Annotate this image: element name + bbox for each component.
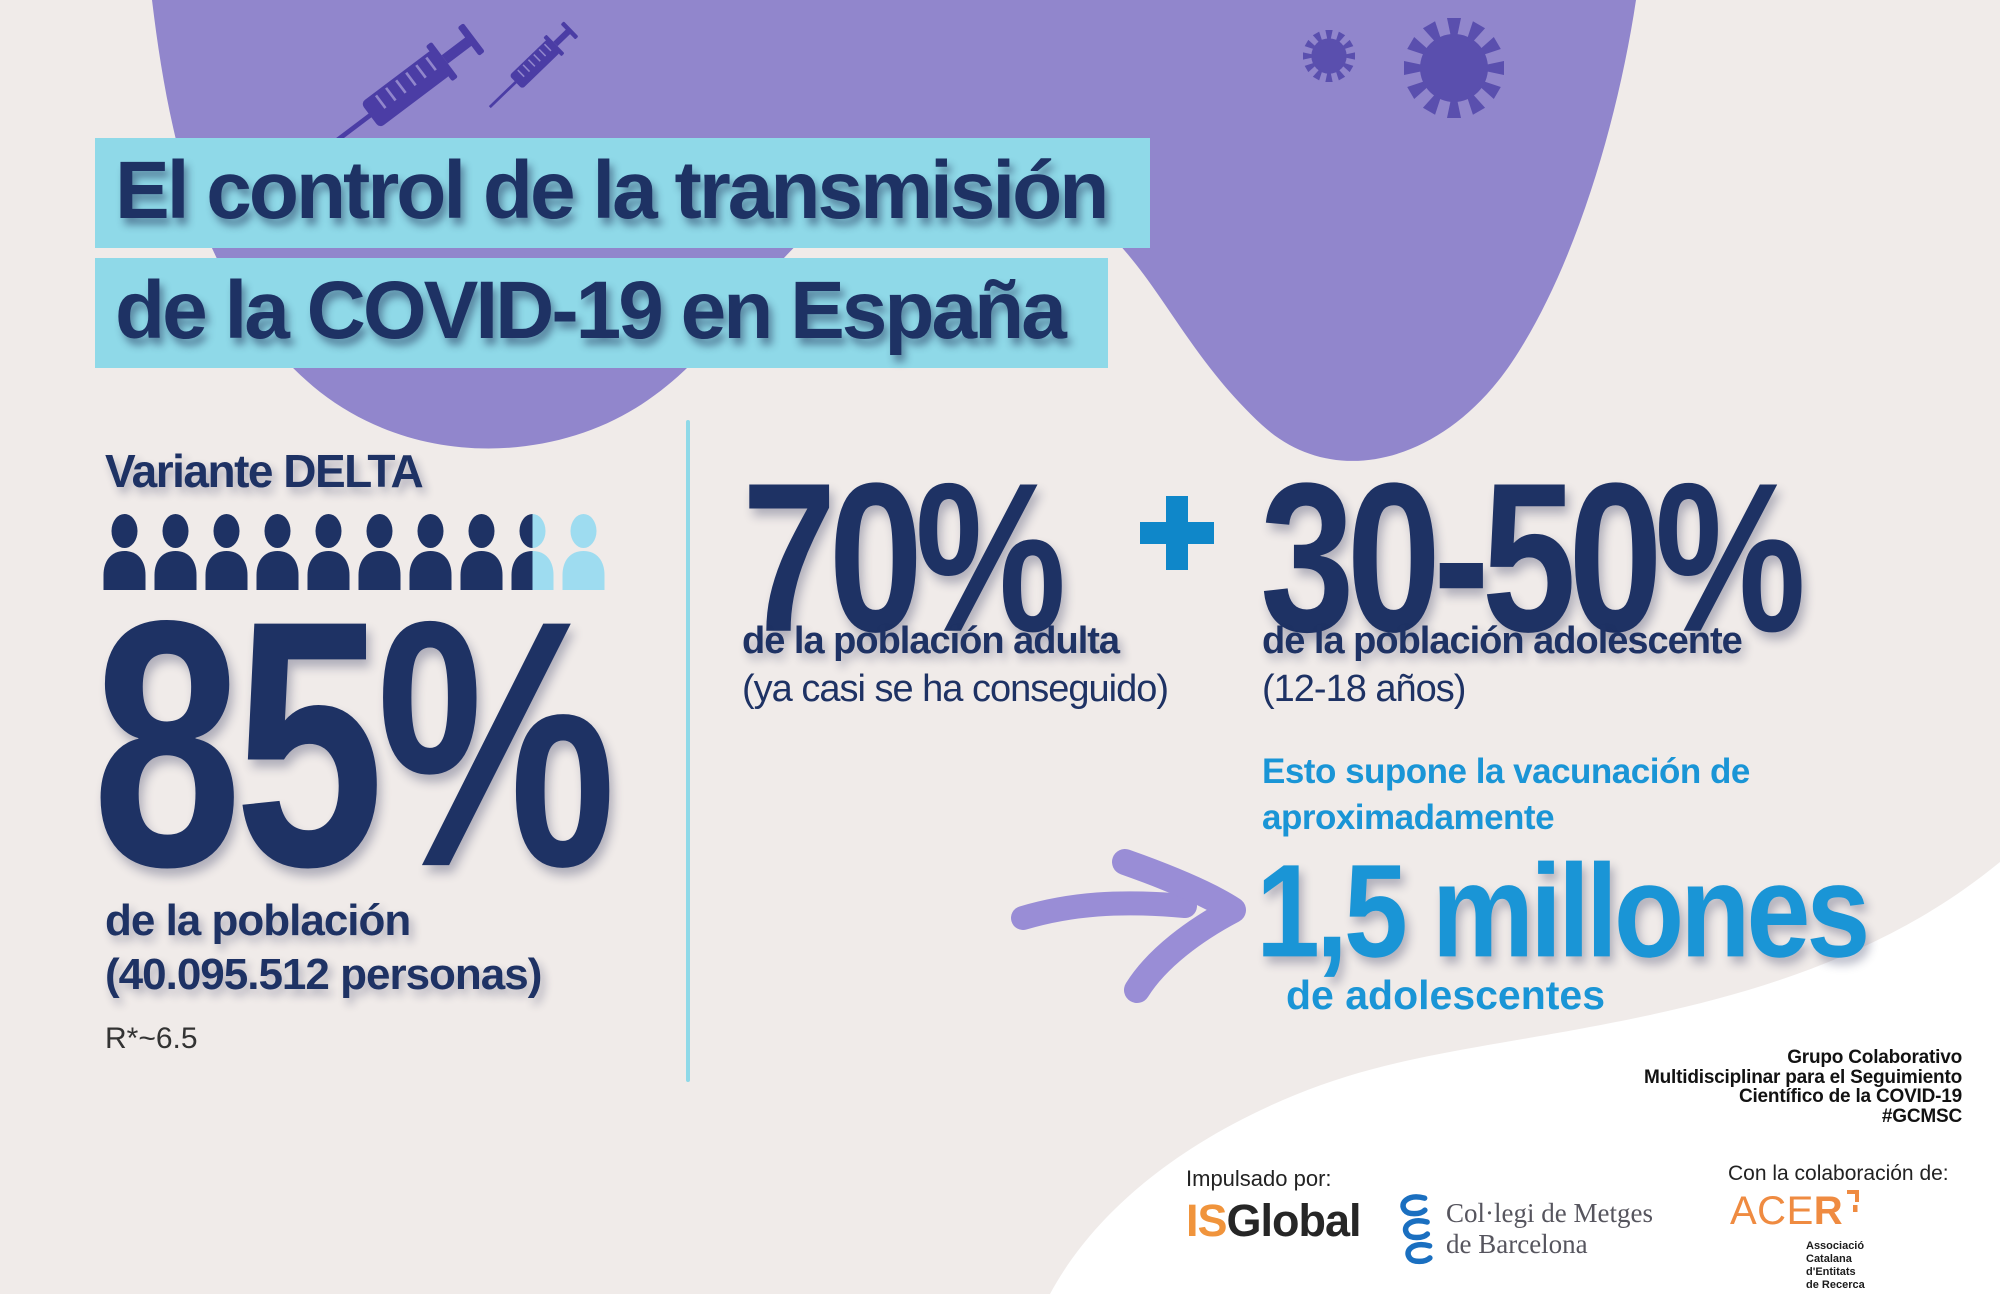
vaccination-note-line2: aproximadamente bbox=[1262, 798, 1555, 837]
acer-logo-mark bbox=[1847, 1190, 1860, 1212]
big-percent-30-50: 30-50% bbox=[1260, 439, 1806, 677]
gcmsc-line3: Científico de la COVID-19 bbox=[1738, 1086, 1962, 1107]
virus-icon-small bbox=[1303, 30, 1355, 82]
acer-logo: ACER bbox=[1730, 1188, 1861, 1231]
acer-sub-line4: de Recerca bbox=[1806, 1279, 1865, 1291]
colegi-logo-text: Col·legi de Metges de Barcelona bbox=[1446, 1198, 1653, 1260]
page-title-line2: de la COVID-19 en España bbox=[95, 258, 1108, 368]
impulsado-label: Impulsado por: bbox=[1186, 1166, 1332, 1191]
acer-logo-ace: ACE bbox=[1730, 1189, 1814, 1233]
gcmsc-line1: Grupo Colaborativo bbox=[1787, 1047, 1962, 1068]
colegi-line1: Col·legi de Metges bbox=[1446, 1198, 1653, 1228]
adolescent-age-note: (12-18 años) bbox=[1262, 668, 1466, 710]
gcmsc-line2: Multidisciplinar para el Seguimiento bbox=[1644, 1066, 1962, 1088]
acer-sub-line1: Associació bbox=[1806, 1240, 1865, 1252]
colegi-logo-icon bbox=[1400, 1194, 1433, 1265]
isglobal-logo: ISGlobal bbox=[1186, 1195, 1362, 1246]
acer-sub-line3: d'Entitats bbox=[1806, 1266, 1856, 1278]
isglobal-logo-is: IS bbox=[1186, 1195, 1228, 1246]
gcmsc-line4: #GCMSC bbox=[1881, 1105, 1962, 1127]
virus-icon-large bbox=[1404, 18, 1504, 118]
plus-icon bbox=[1140, 496, 1214, 570]
arrow-icon bbox=[1011, 849, 1246, 1003]
variant-heading: Variante DELTA bbox=[105, 445, 424, 497]
section-divider bbox=[686, 420, 690, 1082]
big-percent-70: 70% bbox=[742, 439, 1066, 677]
big-percent-85: 85% bbox=[92, 549, 616, 941]
adult-population-label: de la población adulta bbox=[742, 620, 1120, 662]
vaccination-note-line1: Esto supone la vacunación de bbox=[1262, 752, 1750, 791]
isglobal-logo-global: Global bbox=[1226, 1195, 1362, 1246]
population-count: (40.095.512 personas) bbox=[105, 950, 542, 999]
adolescent-population-label: de la población adolescente bbox=[1262, 620, 1743, 662]
millions-caption: de adolescentes bbox=[1286, 972, 1606, 1018]
colegi-line2: de Barcelona bbox=[1446, 1229, 1588, 1259]
adult-population-note: (ya casi se ha conseguido) bbox=[742, 668, 1169, 710]
acer-sub-text: Associació Catalana d'Entitats de Recerc… bbox=[1806, 1240, 1865, 1292]
big-number-millions: 1,5 millones bbox=[1256, 837, 1870, 986]
population-caption: de la población bbox=[105, 896, 411, 945]
colaboracion-label: Con la colaboración de: bbox=[1728, 1162, 1949, 1185]
r-value-note: R*~6.5 bbox=[105, 1022, 198, 1055]
gcmsc-credit: Grupo Colaborativo Multidisciplinar para… bbox=[1644, 1048, 1962, 1126]
acer-sub-line2: Catalana bbox=[1806, 1253, 1852, 1265]
acer-logo-r: R bbox=[1813, 1189, 1844, 1233]
page-title-line1: El control de la transmisión bbox=[95, 138, 1151, 248]
